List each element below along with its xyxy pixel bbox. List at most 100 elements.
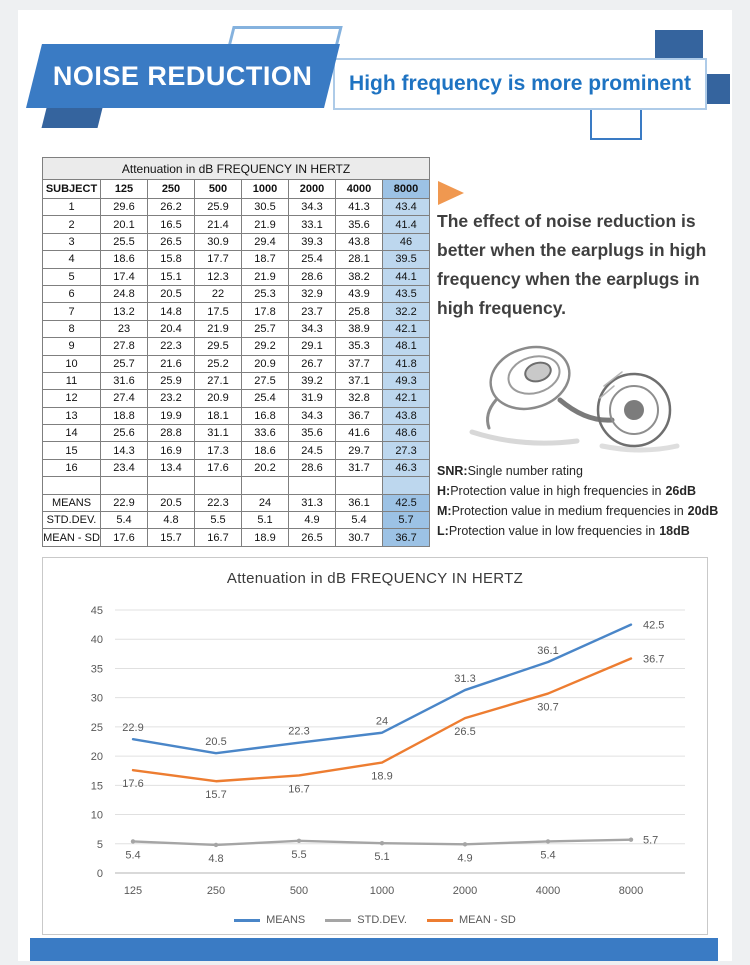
decor-parallelogram-small xyxy=(41,108,103,128)
chart-title: Attenuation in dB FREQUENCY IN HERTZ xyxy=(226,570,524,587)
data-label: 42.5 xyxy=(643,620,664,632)
value-cell: 17.8 xyxy=(241,302,289,321)
earplug-stem xyxy=(486,398,498,430)
series-line-MEAN - SD xyxy=(131,657,633,783)
value-cell: 25.9 xyxy=(147,371,195,391)
snr-label: L: xyxy=(437,524,449,538)
table-summary-row: MEAN - SD 17.6 15.7 16.7 18.9 26.5 30.7 36.7 xyxy=(42,528,431,547)
value-cell: 25.5 xyxy=(100,232,148,252)
earplug-outline xyxy=(596,372,672,448)
data-label: 30.7 xyxy=(537,702,558,714)
value-cell: 17.3 xyxy=(194,441,242,460)
snr-line: L:Protection value in low frequencies in… xyxy=(437,521,737,541)
value-cell: 41.4 xyxy=(381,215,431,234)
footer-bar xyxy=(30,938,718,961)
table-row: 16 23.4 13.4 17.6 20.2 28.6 31.7 46.3 xyxy=(42,458,431,478)
value-cell: 28.8 xyxy=(147,424,195,443)
sketch-shadow xyxy=(469,429,580,446)
subject-cell: 11 xyxy=(42,371,101,391)
value-cell: 49.3 xyxy=(381,371,431,391)
value-cell: 14.3 xyxy=(100,441,148,460)
value-cell: 38.2 xyxy=(335,267,383,286)
snr-value: 26dB xyxy=(665,484,697,498)
value-cell: 29.4 xyxy=(241,232,289,252)
column-header: 4000 xyxy=(335,179,383,199)
value-cell: 23 xyxy=(100,319,148,339)
value-cell: 17.6 xyxy=(194,458,242,478)
snr-text: Protection value in low frequencies in xyxy=(448,524,656,538)
summary-value-cell: 5.4 xyxy=(335,511,383,530)
value-cell: 18.8 xyxy=(100,406,148,426)
value-cell: 28.6 xyxy=(288,458,336,478)
snr-text: Single number rating xyxy=(467,464,583,478)
page-margin-bottom xyxy=(0,961,750,965)
value-cell: 31.9 xyxy=(288,389,336,408)
x-tick-label: 500 xyxy=(290,885,308,897)
page-margin-right xyxy=(732,0,750,965)
snr-text: Protection value in high frequencies in xyxy=(450,484,662,498)
chart-panel: Attenuation in dB FREQUENCY IN HERTZ 0 5 1… xyxy=(42,557,708,935)
column-header: 250 xyxy=(147,179,195,199)
value-cell: 22.3 xyxy=(147,337,195,356)
series-marker xyxy=(379,840,385,846)
x-tick-label: 8000 xyxy=(619,885,643,897)
value-cell: 29.1 xyxy=(288,337,336,356)
earplug-cord xyxy=(557,397,615,423)
value-cell: 28.1 xyxy=(335,250,383,269)
snr-line: H:Protection value in high frequencies i… xyxy=(437,481,737,501)
data-label: 4.9 xyxy=(457,852,472,864)
snr-value: 20dB xyxy=(687,504,719,518)
value-cell: 25.7 xyxy=(241,319,289,339)
value-cell: 43.8 xyxy=(335,232,383,252)
sketch-hatching xyxy=(599,371,623,399)
empty-cell xyxy=(100,476,148,495)
data-label: 26.5 xyxy=(454,726,475,738)
value-cell: 17.5 xyxy=(194,302,242,321)
value-cell: 32.9 xyxy=(288,284,336,304)
summary-value-cell: 22.3 xyxy=(194,493,242,513)
table-row: 13 18.8 19.9 18.1 16.8 34.3 36.7 43.8 xyxy=(42,406,431,426)
value-cell: 17.4 xyxy=(100,267,148,286)
legend-label: STD.DEV. xyxy=(357,914,407,926)
table-row: 4 18.6 15.8 17.7 18.7 25.4 28.1 39.5 xyxy=(42,250,431,269)
value-cell: 41.3 xyxy=(335,197,383,217)
value-cell: 39.2 xyxy=(288,371,336,391)
value-cell: 33.6 xyxy=(241,424,289,443)
empty-cell xyxy=(288,476,336,495)
y-tick-label: 20 xyxy=(91,751,103,763)
value-cell: 29.5 xyxy=(194,337,242,356)
orange-arrow-icon xyxy=(438,181,464,205)
subject-cell: 10 xyxy=(42,354,101,373)
empty-cell xyxy=(42,476,101,495)
summary-value-cell: 24 xyxy=(241,493,289,513)
value-cell: 23.4 xyxy=(100,458,148,478)
value-cell: 15.8 xyxy=(147,250,195,269)
value-cell: 46.3 xyxy=(381,458,431,478)
attenuation-line-chart: 0 5 10 15 20 25 30 35 40 45 125 250 500 1000 2000 4000 8… xyxy=(91,605,685,897)
value-cell: 27.1 xyxy=(194,371,242,391)
value-cell: 26.5 xyxy=(147,232,195,252)
snr-label: H: xyxy=(437,484,451,498)
empty-cell xyxy=(381,476,431,495)
subject-cell: 6 xyxy=(42,284,101,304)
column-header: 125 xyxy=(100,179,148,199)
series-line-MEANS xyxy=(131,623,633,755)
empty-cell xyxy=(147,476,195,495)
value-cell: 22 xyxy=(194,284,242,304)
y-tick-label: 5 xyxy=(97,839,103,851)
data-label: 16.7 xyxy=(288,783,309,795)
data-label: 5.1 xyxy=(374,851,389,863)
earplug-sketch xyxy=(452,328,702,460)
summary-value-cell: 20.5 xyxy=(147,493,195,513)
series-marker xyxy=(545,839,551,844)
snr-line: M:Protection value in medium frequencies… xyxy=(437,501,737,521)
chart-legend: MEANS STD.DEV. MEAN - SD xyxy=(43,914,707,926)
sketch-shadow xyxy=(599,443,680,453)
summary-value-cell: 4.9 xyxy=(288,511,336,530)
value-cell: 48.6 xyxy=(381,424,431,443)
snr-line: SNR:Single number rating xyxy=(437,461,737,481)
value-cell: 46 xyxy=(381,232,431,252)
x-tick-label: 250 xyxy=(207,885,225,897)
subtitle-box: High frequency is more prominent xyxy=(333,58,707,110)
y-tick-label: 10 xyxy=(91,810,103,822)
